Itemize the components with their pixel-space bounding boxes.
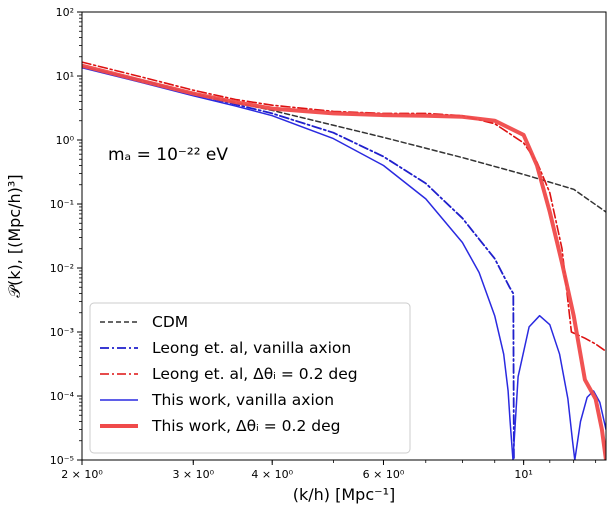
y-tick-label: 10⁻³ xyxy=(50,326,74,339)
ticks-layer: 2 × 10⁰ 3 × 10⁰ 4 × 10⁰ 6 × 10⁰ 10¹ 10² 10¹ 10⁰… xyxy=(50,6,597,481)
x-tick-label: 2 × 10⁰ xyxy=(61,468,103,481)
legend-label-1: CDM xyxy=(152,313,188,331)
x-tick-label: 6 × 10⁰ xyxy=(363,468,405,481)
legend-label-4: This work, vanilla axion xyxy=(151,391,334,409)
y-tick-label: 10⁰ xyxy=(56,134,75,147)
x-tick-label: 3 × 10⁰ xyxy=(172,468,214,481)
legend-box xyxy=(89,302,411,454)
legend: CDM Leong et. al, vanilla axion Leong et. … xyxy=(89,302,411,454)
series-layer xyxy=(82,61,606,460)
annotation-mass: mₐ = 10⁻²² eV xyxy=(108,145,228,165)
y-tick-label: 10⁻² xyxy=(50,262,74,275)
y-tick-label: 10⁻⁴ xyxy=(50,390,75,403)
y-tick-label: 10¹ xyxy=(56,70,74,83)
series-line-5 xyxy=(82,63,606,460)
series-line-4 xyxy=(82,66,606,460)
x-tick-label: 4 × 10⁰ xyxy=(251,468,293,481)
y-tick-label: 10⁻⁵ xyxy=(50,454,74,467)
x-tick-label: 10¹ xyxy=(514,468,532,481)
y-tick-label: 10² xyxy=(56,6,74,19)
y-axis-label: 𝒫(k), [(Mpc/h)³] xyxy=(5,174,24,297)
x-axis-label: (k/h) [Mpc⁻¹] xyxy=(293,485,395,504)
y-tick-label: 10⁻¹ xyxy=(50,198,74,211)
plot-frame xyxy=(81,11,607,461)
legend-label-5: This work, Δθᵢ = 0.2 deg xyxy=(151,417,340,435)
legend-label-3: Leong et. al, Δθᵢ = 0.2 deg xyxy=(152,365,358,383)
legend-label-2: Leong et. al, vanilla axion xyxy=(152,339,351,357)
